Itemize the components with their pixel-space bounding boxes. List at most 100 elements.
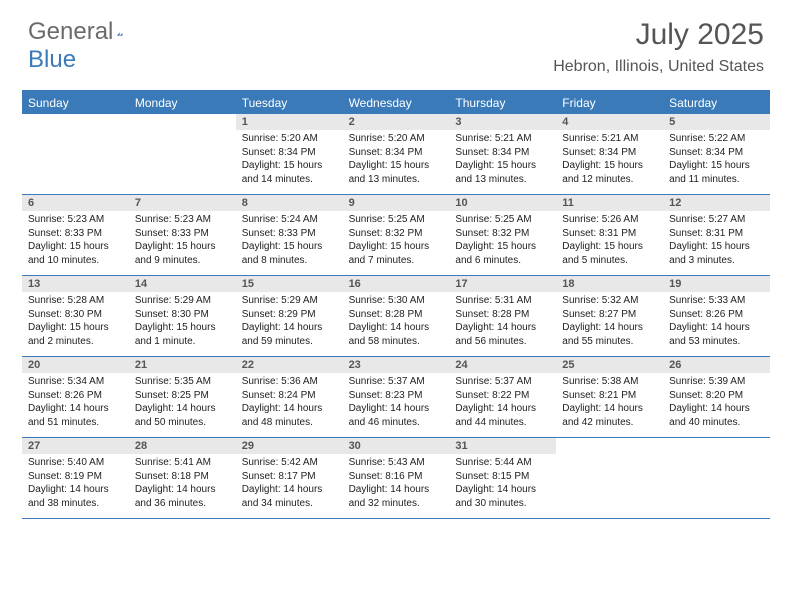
daylight-line: Daylight: 15 hours and 14 minutes.: [242, 159, 337, 186]
sunset-line: Sunset: 8:31 PM: [669, 227, 764, 241]
day-cell: [129, 114, 236, 194]
day-cell: 28Sunrise: 5:41 AMSunset: 8:18 PMDayligh…: [129, 438, 236, 518]
daylight-line: Daylight: 14 hours and 51 minutes.: [28, 402, 123, 429]
sunrise-line: Sunrise: 5:23 AM: [135, 213, 230, 227]
day-number: 28: [129, 438, 236, 454]
daylight-line: Daylight: 14 hours and 53 minutes.: [669, 321, 764, 348]
sunset-line: Sunset: 8:24 PM: [242, 389, 337, 403]
week-row: 13Sunrise: 5:28 AMSunset: 8:30 PMDayligh…: [22, 276, 770, 357]
daylight-line: Daylight: 14 hours and 34 minutes.: [242, 483, 337, 510]
daylight-line: Daylight: 15 hours and 8 minutes.: [242, 240, 337, 267]
logo-text-blue: Blue: [28, 46, 76, 74]
sunrise-line: Sunrise: 5:37 AM: [349, 375, 444, 389]
day-cell: 9Sunrise: 5:25 AMSunset: 8:32 PMDaylight…: [343, 195, 450, 275]
day-number: 10: [449, 195, 556, 211]
day-data: Sunrise: 5:38 AMSunset: 8:21 PMDaylight:…: [556, 373, 663, 435]
day-number: 20: [22, 357, 129, 373]
day-number: 11: [556, 195, 663, 211]
daylight-line: Daylight: 14 hours and 38 minutes.: [28, 483, 123, 510]
daylight-line: Daylight: 15 hours and 3 minutes.: [669, 240, 764, 267]
sunset-line: Sunset: 8:33 PM: [135, 227, 230, 241]
sunset-line: Sunset: 8:22 PM: [455, 389, 550, 403]
day-cell: 27Sunrise: 5:40 AMSunset: 8:19 PMDayligh…: [22, 438, 129, 518]
daylight-line: Daylight: 14 hours and 56 minutes.: [455, 321, 550, 348]
day-number: 24: [449, 357, 556, 373]
sunset-line: Sunset: 8:15 PM: [455, 470, 550, 484]
day-number: 29: [236, 438, 343, 454]
day-cell: 17Sunrise: 5:31 AMSunset: 8:28 PMDayligh…: [449, 276, 556, 356]
day-number: 25: [556, 357, 663, 373]
day-number: 16: [343, 276, 450, 292]
day-cell: 29Sunrise: 5:42 AMSunset: 8:17 PMDayligh…: [236, 438, 343, 518]
sunset-line: Sunset: 8:20 PM: [669, 389, 764, 403]
day-number: 13: [22, 276, 129, 292]
day-header-cell: Saturday: [663, 92, 770, 114]
day-data: Sunrise: 5:43 AMSunset: 8:16 PMDaylight:…: [343, 454, 450, 516]
day-data: Sunrise: 5:39 AMSunset: 8:20 PMDaylight:…: [663, 373, 770, 435]
sunset-line: Sunset: 8:34 PM: [242, 146, 337, 160]
sunset-line: Sunset: 8:32 PM: [455, 227, 550, 241]
day-cell: 21Sunrise: 5:35 AMSunset: 8:25 PMDayligh…: [129, 357, 236, 437]
day-cell: [663, 438, 770, 518]
day-cell: 20Sunrise: 5:34 AMSunset: 8:26 PMDayligh…: [22, 357, 129, 437]
sunset-line: Sunset: 8:26 PM: [28, 389, 123, 403]
logo: General: [28, 18, 145, 46]
daylight-line: Daylight: 14 hours and 32 minutes.: [349, 483, 444, 510]
daylight-line: Daylight: 15 hours and 1 minute.: [135, 321, 230, 348]
day-cell: 8Sunrise: 5:24 AMSunset: 8:33 PMDaylight…: [236, 195, 343, 275]
day-data: Sunrise: 5:27 AMSunset: 8:31 PMDaylight:…: [663, 211, 770, 273]
sunrise-line: Sunrise: 5:36 AM: [242, 375, 337, 389]
daylight-line: Daylight: 15 hours and 10 minutes.: [28, 240, 123, 267]
sunrise-line: Sunrise: 5:20 AM: [349, 132, 444, 146]
sunrise-line: Sunrise: 5:21 AM: [455, 132, 550, 146]
daylight-line: Daylight: 14 hours and 50 minutes.: [135, 402, 230, 429]
sunset-line: Sunset: 8:30 PM: [135, 308, 230, 322]
sunset-line: Sunset: 8:30 PM: [28, 308, 123, 322]
day-number: 30: [343, 438, 450, 454]
sunrise-line: Sunrise: 5:28 AM: [28, 294, 123, 308]
week-row: 27Sunrise: 5:40 AMSunset: 8:19 PMDayligh…: [22, 438, 770, 519]
sunset-line: Sunset: 8:33 PM: [242, 227, 337, 241]
day-cell: 3Sunrise: 5:21 AMSunset: 8:34 PMDaylight…: [449, 114, 556, 194]
day-header-cell: Wednesday: [343, 92, 450, 114]
sunrise-line: Sunrise: 5:30 AM: [349, 294, 444, 308]
day-number: 4: [556, 114, 663, 130]
day-cell: 26Sunrise: 5:39 AMSunset: 8:20 PMDayligh…: [663, 357, 770, 437]
sunrise-line: Sunrise: 5:29 AM: [242, 294, 337, 308]
sunset-line: Sunset: 8:33 PM: [28, 227, 123, 241]
sunset-line: Sunset: 8:34 PM: [562, 146, 657, 160]
daylight-line: Daylight: 15 hours and 13 minutes.: [455, 159, 550, 186]
day-cell: 30Sunrise: 5:43 AMSunset: 8:16 PMDayligh…: [343, 438, 450, 518]
daylight-line: Daylight: 14 hours and 36 minutes.: [135, 483, 230, 510]
day-data: Sunrise: 5:26 AMSunset: 8:31 PMDaylight:…: [556, 211, 663, 273]
daylight-line: Daylight: 15 hours and 9 minutes.: [135, 240, 230, 267]
day-cell: 25Sunrise: 5:38 AMSunset: 8:21 PMDayligh…: [556, 357, 663, 437]
title-block: July 2025 Hebron, Illinois, United State…: [553, 18, 764, 76]
day-number: 9: [343, 195, 450, 211]
sunrise-line: Sunrise: 5:40 AM: [28, 456, 123, 470]
sunset-line: Sunset: 8:34 PM: [455, 146, 550, 160]
day-number: 1: [236, 114, 343, 130]
day-data: Sunrise: 5:42 AMSunset: 8:17 PMDaylight:…: [236, 454, 343, 516]
sunset-line: Sunset: 8:17 PM: [242, 470, 337, 484]
day-cell: 4Sunrise: 5:21 AMSunset: 8:34 PMDaylight…: [556, 114, 663, 194]
sunrise-line: Sunrise: 5:20 AM: [242, 132, 337, 146]
sunset-line: Sunset: 8:16 PM: [349, 470, 444, 484]
sunrise-line: Sunrise: 5:44 AM: [455, 456, 550, 470]
day-cell: [556, 438, 663, 518]
day-number: 31: [449, 438, 556, 454]
sunrise-line: Sunrise: 5:38 AM: [562, 375, 657, 389]
sunset-line: Sunset: 8:21 PM: [562, 389, 657, 403]
day-cell: 7Sunrise: 5:23 AMSunset: 8:33 PMDaylight…: [129, 195, 236, 275]
logo-sail-icon: [117, 25, 122, 43]
day-header-cell: Thursday: [449, 92, 556, 114]
day-data: Sunrise: 5:37 AMSunset: 8:23 PMDaylight:…: [343, 373, 450, 435]
day-number: 5: [663, 114, 770, 130]
day-data: Sunrise: 5:28 AMSunset: 8:30 PMDaylight:…: [22, 292, 129, 354]
header: General July 2025 Hebron, Illinois, Unit…: [0, 0, 792, 80]
day-cell: 2Sunrise: 5:20 AMSunset: 8:34 PMDaylight…: [343, 114, 450, 194]
daylight-line: Daylight: 14 hours and 40 minutes.: [669, 402, 764, 429]
sunset-line: Sunset: 8:31 PM: [562, 227, 657, 241]
day-data: Sunrise: 5:20 AMSunset: 8:34 PMDaylight:…: [343, 130, 450, 192]
day-cell: 5Sunrise: 5:22 AMSunset: 8:34 PMDaylight…: [663, 114, 770, 194]
